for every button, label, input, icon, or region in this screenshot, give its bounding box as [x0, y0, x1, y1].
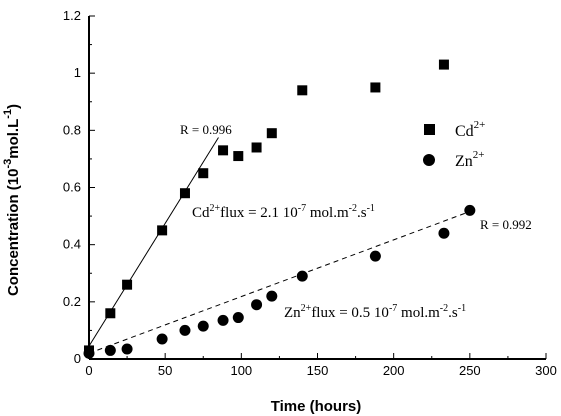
- cd-point: [198, 168, 209, 179]
- y-axis-title-exp1: -3: [2, 159, 14, 169]
- cd-flux-mid: flux = 2.1 10: [220, 205, 298, 221]
- cd-flux-mid3: .s: [357, 205, 367, 221]
- cd-point: [157, 225, 168, 236]
- legend: Cd2+ Zn2+: [423, 119, 485, 170]
- zn-point: [156, 333, 168, 345]
- y-tick-label: 0.8: [63, 122, 81, 137]
- x-tick-label: 150: [307, 363, 329, 378]
- zn-point: [464, 204, 476, 216]
- zn-r-annotation: R = 0.992: [480, 217, 532, 232]
- legend-cd-label: Cd2+: [455, 119, 485, 140]
- x-tick-label: 100: [230, 363, 252, 378]
- x-tick-label: 300: [535, 363, 557, 378]
- zn-point: [104, 344, 116, 356]
- zn-point: [369, 250, 381, 262]
- tick-marks: [88, 15, 547, 360]
- x-tick-label: 200: [383, 363, 405, 378]
- zn-flux-sup3: -2: [440, 303, 448, 314]
- y-axis-title-suffix: ): [5, 104, 22, 109]
- series-marks: [83, 59, 476, 359]
- cd-point: [251, 142, 262, 153]
- zn-point: [296, 270, 308, 282]
- cd-point: [179, 188, 190, 199]
- zn-point: [266, 290, 278, 302]
- cd-point: [297, 85, 308, 96]
- zn-flux-mid: flux = 0.5 10: [311, 305, 389, 321]
- y-tick-label: 1: [74, 65, 81, 80]
- legend-cd-sup: 2+: [474, 119, 486, 131]
- cd-flux-prefix: Cd: [192, 205, 210, 221]
- zn-flux-sup1: 2+: [301, 303, 312, 314]
- y-tick-label: 0.4: [63, 237, 81, 252]
- zn-flux-sup4: -1: [458, 303, 466, 314]
- y-axis-title-exp2: -1: [2, 109, 14, 119]
- x-tick-label: 0: [85, 363, 92, 378]
- y-tick-label: 0.2: [63, 294, 81, 309]
- y-tick-label: 1.2: [63, 8, 81, 23]
- cd-point: [233, 151, 244, 162]
- cd-point: [122, 279, 133, 290]
- zn-flux-mid3: .s: [448, 305, 458, 321]
- legend-zn-sup: 2+: [473, 149, 485, 161]
- cd-point: [370, 82, 381, 93]
- x-tick-label: 250: [459, 363, 481, 378]
- zn-fit-line: [88, 209, 474, 354]
- legend-cd-name: Cd: [455, 123, 474, 140]
- cd-flux-annotation: Cd2+flux = 2.1 10-7 mol.m-2.s-1: [192, 203, 375, 221]
- x-tick-label: 50: [158, 363, 172, 378]
- cd-flux-sup1: 2+: [210, 203, 221, 214]
- x-axis-title: Time (hours): [271, 398, 362, 415]
- zn-flux-annotation: Zn2+flux = 0.5 10-7 mol.m-2.s-1: [284, 303, 466, 321]
- zn-point: [197, 320, 209, 332]
- cd-flux-sup4: -1: [367, 203, 375, 214]
- x-tick-labels: 0 50 100 150 200 250 300: [85, 363, 556, 378]
- zn-point: [217, 314, 229, 326]
- legend-zn-label: Zn2+: [455, 149, 485, 170]
- zn-point: [179, 324, 191, 336]
- zn-point: [232, 312, 244, 324]
- zn-flux-prefix: Zn: [284, 305, 301, 321]
- zn-point: [251, 299, 263, 311]
- legend-zn-marker: [423, 154, 435, 166]
- y-tick-label: 0: [74, 351, 81, 366]
- cd-flux-sup3: -2: [349, 203, 357, 214]
- zn-point: [121, 343, 133, 355]
- y-axis-title: Concentration (10-3mol.L-1): [2, 104, 22, 296]
- zn-flux-sup2: -7: [389, 303, 397, 314]
- zn-point: [438, 227, 450, 239]
- cd-point: [105, 308, 116, 319]
- cd-r-annotation: R = 0.996: [180, 122, 232, 137]
- cd-point: [218, 145, 229, 156]
- zn-point: [83, 347, 95, 359]
- cd-flux-sup2: -7: [298, 203, 306, 214]
- y-axis-title-mid: mol.L: [5, 119, 22, 159]
- legend-cd-marker: [424, 124, 435, 135]
- zn-flux-mid2: mol.m: [397, 305, 440, 321]
- cd-point: [266, 128, 277, 139]
- cd-flux-mid2: mol.m: [306, 205, 349, 221]
- legend-zn-name: Zn: [455, 153, 473, 170]
- y-axis-title-prefix: Concentration (10: [5, 169, 22, 297]
- y-tick-labels: 0 0.2 0.4 0.6 0.8 1 1.2: [63, 8, 81, 366]
- y-tick-label: 0.6: [63, 180, 81, 195]
- cd-point: [438, 59, 449, 70]
